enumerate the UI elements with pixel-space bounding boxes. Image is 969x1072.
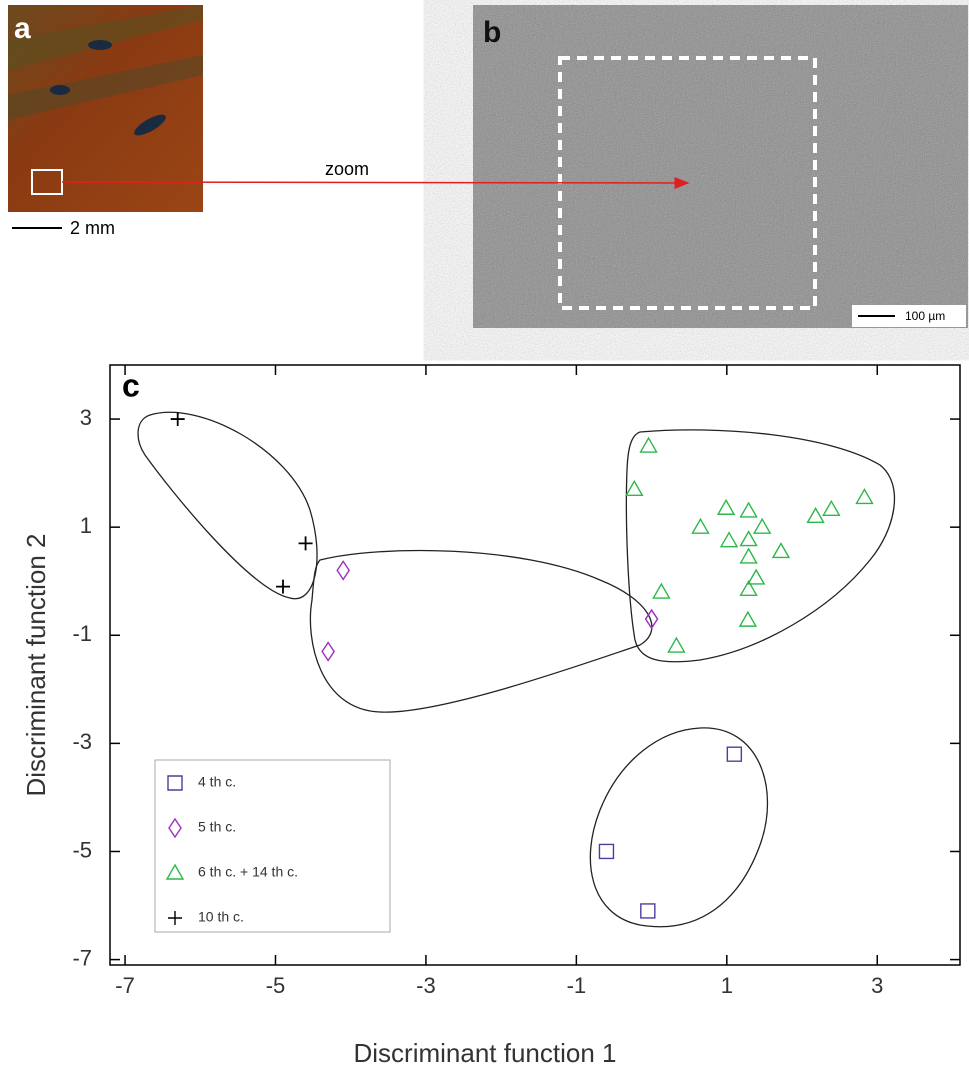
legend-label: 4 th c. xyxy=(198,774,236,790)
x-tick-label: -3 xyxy=(416,973,436,998)
data-point xyxy=(668,638,684,652)
data-point xyxy=(727,747,741,761)
texture xyxy=(473,5,968,328)
scale-bar-label: 100 µm xyxy=(905,309,945,323)
y-tick-label: 3 xyxy=(80,405,92,430)
panel-label: b xyxy=(483,16,501,49)
y-tick-label: -5 xyxy=(72,837,92,862)
data-point xyxy=(299,536,313,550)
y-tick-label: -3 xyxy=(72,729,92,754)
data-point xyxy=(754,519,770,533)
data-point xyxy=(641,438,657,452)
data-point xyxy=(641,904,655,918)
x-axis-title: Discriminant function 1 xyxy=(354,1038,617,1068)
data-point xyxy=(740,612,756,626)
x-tick-label: 3 xyxy=(871,973,883,998)
figure: a 2 mm b 100 µm zoom c Discriminant func… xyxy=(0,0,969,1072)
data-point xyxy=(718,500,734,514)
data-point xyxy=(322,642,334,660)
legend-label: 6 th c. + 14 th c. xyxy=(198,864,298,880)
y-tick-label: -7 xyxy=(72,945,92,970)
data-point xyxy=(748,570,764,584)
data-point xyxy=(823,501,839,515)
cluster-outline xyxy=(626,430,894,662)
data-point xyxy=(692,519,708,533)
zoom-label: zoom xyxy=(325,159,369,179)
panel-label: a xyxy=(14,12,31,45)
inclusion xyxy=(50,85,70,95)
data-point xyxy=(721,533,737,547)
data-point xyxy=(599,844,613,858)
legend xyxy=(155,760,390,932)
y-tick-label: 1 xyxy=(80,513,92,538)
data-point xyxy=(741,549,757,563)
data-point xyxy=(773,543,789,557)
scale-bar-label: 2 mm xyxy=(70,218,115,238)
panel-b: b 100 µm xyxy=(473,5,968,328)
zoom-arrow xyxy=(62,182,688,183)
data-point xyxy=(856,489,872,503)
data-point xyxy=(653,584,669,598)
data-point xyxy=(741,503,757,517)
cluster-outline xyxy=(138,412,317,598)
cluster-outline xyxy=(310,550,651,712)
x-tick-label: 1 xyxy=(721,973,733,998)
panel-a: a 2 mm xyxy=(8,5,203,238)
data-point xyxy=(171,412,185,426)
data-point xyxy=(808,508,824,522)
data-point xyxy=(626,481,642,495)
y-tick-label: -1 xyxy=(72,621,92,646)
scatter-plot: c Discriminant function 1 Discriminant f… xyxy=(21,365,960,1068)
x-tick-label: -5 xyxy=(266,973,286,998)
inclusion xyxy=(88,40,112,50)
data-point xyxy=(276,580,290,594)
y-axis-title: Discriminant function 2 xyxy=(21,534,51,797)
legend-label: 5 th c. xyxy=(198,819,236,835)
x-tick-label: -1 xyxy=(567,973,587,998)
legend-label: 10 th c. xyxy=(198,909,244,925)
x-tick-label: -7 xyxy=(115,973,135,998)
data-point xyxy=(337,561,349,579)
